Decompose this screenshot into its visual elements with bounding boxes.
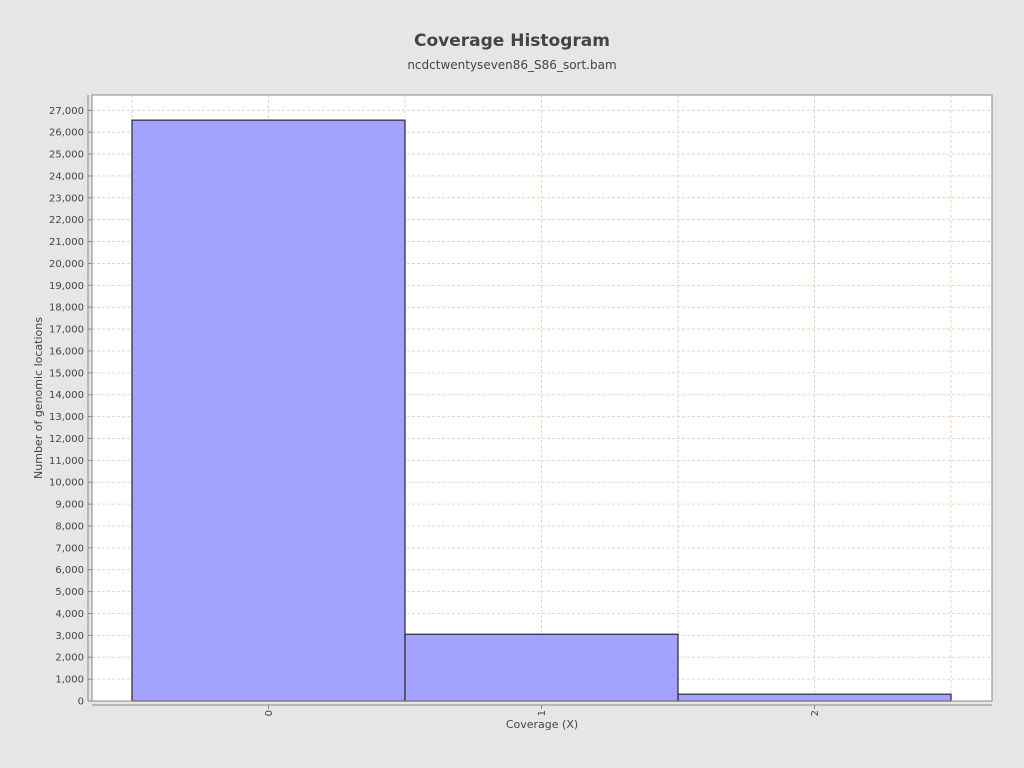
- y-axis-label: Number of genomic locations: [32, 317, 45, 479]
- y-tick-label: 18,000: [49, 303, 84, 314]
- axes: [87, 94, 993, 709]
- y-tick-label: 24,000: [49, 171, 84, 182]
- histogram-bar: [677, 693, 952, 702]
- y-tick-label: 23,000: [49, 193, 84, 204]
- y-tick-label: 21,000: [49, 237, 84, 248]
- histogram-bar: [404, 633, 679, 702]
- y-tick-label: 22,000: [49, 215, 84, 226]
- y-tick-label: 14,000: [49, 390, 84, 401]
- y-tick-label: 27,000: [49, 106, 84, 117]
- x-axis-label: Coverage (X): [506, 718, 578, 731]
- y-tick-label: 4,000: [55, 609, 84, 620]
- plot-border: [91, 94, 993, 702]
- y-tick-label: 26,000: [49, 128, 84, 139]
- y-tick-label: 17,000: [49, 325, 84, 336]
- y-tick-label: 15,000: [49, 368, 84, 379]
- y-tick-label: 8,000: [55, 521, 84, 532]
- y-tick-label: 2,000: [55, 653, 84, 664]
- bars: [131, 119, 952, 702]
- x-tick-label: 1: [537, 710, 548, 716]
- x-tick-label: 0: [264, 710, 275, 716]
- y-tick-label: 7,000: [55, 543, 84, 554]
- histogram-bar: [131, 119, 406, 702]
- y-tick-label: 20,000: [49, 259, 84, 270]
- chart-title: Coverage Histogram: [414, 31, 610, 51]
- y-tick-label: 1,000: [55, 675, 84, 686]
- y-tick-label: 25,000: [49, 150, 84, 161]
- y-tick-label: 10,000: [49, 478, 84, 489]
- y-tick-label: 5,000: [55, 587, 84, 598]
- chart-subtitle: ncdctwentyseven86_S86_sort.bam: [407, 58, 617, 72]
- tick-labels: 0 1,000 2,000 3,000 4,000 5,000 6,000 7,000 8,00…: [49, 106, 821, 717]
- y-tick-label: 16,000: [49, 346, 84, 357]
- x-tick-label: 2: [810, 710, 821, 716]
- y-tick-label: 11,000: [49, 456, 84, 467]
- y-tick-label: 6,000: [55, 565, 84, 576]
- y-tick-label: 3,000: [55, 631, 84, 642]
- y-tick-label: 13,000: [49, 412, 84, 423]
- y-tick-label: 0: [78, 697, 84, 708]
- y-tick-label: 19,000: [49, 281, 84, 292]
- y-tick-label: 9,000: [55, 500, 84, 511]
- y-tick-label: 12,000: [49, 434, 84, 445]
